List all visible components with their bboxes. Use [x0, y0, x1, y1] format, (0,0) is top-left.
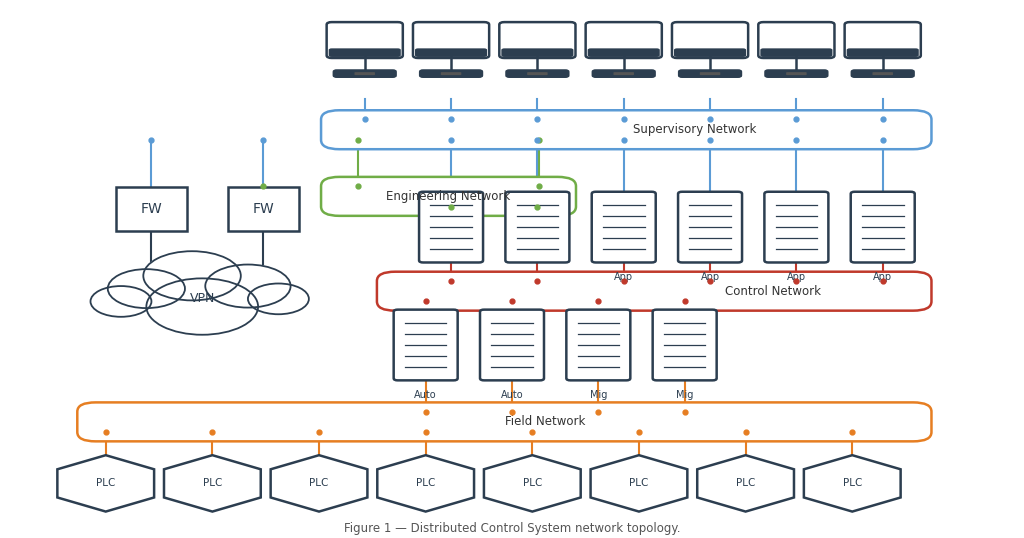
- Text: PLC: PLC: [96, 478, 116, 489]
- Text: PLC: PLC: [843, 478, 862, 489]
- FancyBboxPatch shape: [329, 48, 400, 57]
- Text: Field Network: Field Network: [505, 415, 586, 428]
- FancyBboxPatch shape: [480, 310, 544, 380]
- FancyBboxPatch shape: [506, 70, 568, 77]
- FancyBboxPatch shape: [419, 192, 483, 263]
- FancyBboxPatch shape: [500, 22, 575, 58]
- FancyBboxPatch shape: [440, 72, 462, 75]
- FancyBboxPatch shape: [588, 48, 659, 57]
- FancyBboxPatch shape: [593, 70, 654, 77]
- FancyBboxPatch shape: [852, 70, 913, 77]
- Text: PLC: PLC: [736, 478, 756, 489]
- FancyBboxPatch shape: [613, 72, 634, 75]
- FancyBboxPatch shape: [413, 22, 489, 58]
- Circle shape: [108, 269, 185, 308]
- FancyBboxPatch shape: [759, 22, 835, 58]
- FancyBboxPatch shape: [586, 22, 662, 58]
- Polygon shape: [697, 455, 794, 512]
- Circle shape: [90, 286, 152, 317]
- Polygon shape: [591, 455, 687, 512]
- Text: App: App: [873, 272, 892, 282]
- Circle shape: [146, 278, 258, 335]
- FancyBboxPatch shape: [699, 72, 720, 75]
- FancyBboxPatch shape: [393, 310, 458, 380]
- Polygon shape: [270, 455, 368, 512]
- FancyBboxPatch shape: [765, 70, 827, 77]
- Text: App: App: [700, 272, 720, 282]
- Text: Control Network: Control Network: [725, 285, 821, 298]
- Text: VPN: VPN: [189, 292, 215, 306]
- FancyBboxPatch shape: [506, 192, 569, 263]
- FancyBboxPatch shape: [77, 402, 932, 441]
- FancyBboxPatch shape: [377, 272, 932, 310]
- Text: PLC: PLC: [630, 478, 648, 489]
- FancyBboxPatch shape: [527, 72, 548, 75]
- Circle shape: [143, 251, 241, 300]
- Text: PLC: PLC: [416, 478, 435, 489]
- FancyBboxPatch shape: [872, 72, 893, 75]
- FancyBboxPatch shape: [652, 310, 717, 380]
- Polygon shape: [377, 455, 474, 512]
- FancyBboxPatch shape: [354, 72, 375, 75]
- Text: PLC: PLC: [309, 478, 329, 489]
- FancyBboxPatch shape: [116, 187, 187, 231]
- FancyBboxPatch shape: [566, 310, 631, 380]
- Polygon shape: [164, 455, 261, 512]
- FancyBboxPatch shape: [420, 70, 482, 77]
- Polygon shape: [57, 455, 154, 512]
- FancyBboxPatch shape: [592, 192, 655, 263]
- FancyBboxPatch shape: [786, 72, 807, 75]
- FancyBboxPatch shape: [678, 192, 742, 263]
- Text: App: App: [786, 272, 806, 282]
- Text: Mig: Mig: [590, 390, 607, 400]
- FancyBboxPatch shape: [327, 22, 402, 58]
- FancyBboxPatch shape: [845, 22, 921, 58]
- FancyBboxPatch shape: [322, 177, 575, 216]
- Circle shape: [248, 284, 309, 314]
- Text: App: App: [614, 272, 633, 282]
- FancyBboxPatch shape: [322, 110, 932, 149]
- Text: Engineering Network: Engineering Network: [386, 190, 511, 203]
- FancyBboxPatch shape: [502, 48, 573, 57]
- Text: FW: FW: [140, 202, 163, 216]
- FancyBboxPatch shape: [679, 70, 741, 77]
- Text: Auto: Auto: [415, 390, 437, 400]
- FancyBboxPatch shape: [674, 48, 746, 57]
- Text: PLC: PLC: [203, 478, 222, 489]
- FancyBboxPatch shape: [764, 192, 828, 263]
- Text: Supervisory Network: Supervisory Network: [634, 123, 757, 136]
- Polygon shape: [484, 455, 581, 512]
- Text: Auto: Auto: [501, 390, 523, 400]
- FancyBboxPatch shape: [415, 48, 487, 57]
- Text: Figure 1 — Distributed Control System network topology.: Figure 1 — Distributed Control System ne…: [344, 522, 680, 535]
- FancyBboxPatch shape: [851, 192, 914, 263]
- Polygon shape: [804, 455, 901, 512]
- Text: PLC: PLC: [522, 478, 542, 489]
- Text: FW: FW: [252, 202, 274, 216]
- FancyBboxPatch shape: [334, 70, 396, 77]
- FancyBboxPatch shape: [227, 187, 299, 231]
- FancyBboxPatch shape: [761, 48, 833, 57]
- Text: Mig: Mig: [676, 390, 693, 400]
- FancyBboxPatch shape: [672, 22, 749, 58]
- FancyBboxPatch shape: [847, 48, 919, 57]
- Circle shape: [205, 265, 291, 308]
